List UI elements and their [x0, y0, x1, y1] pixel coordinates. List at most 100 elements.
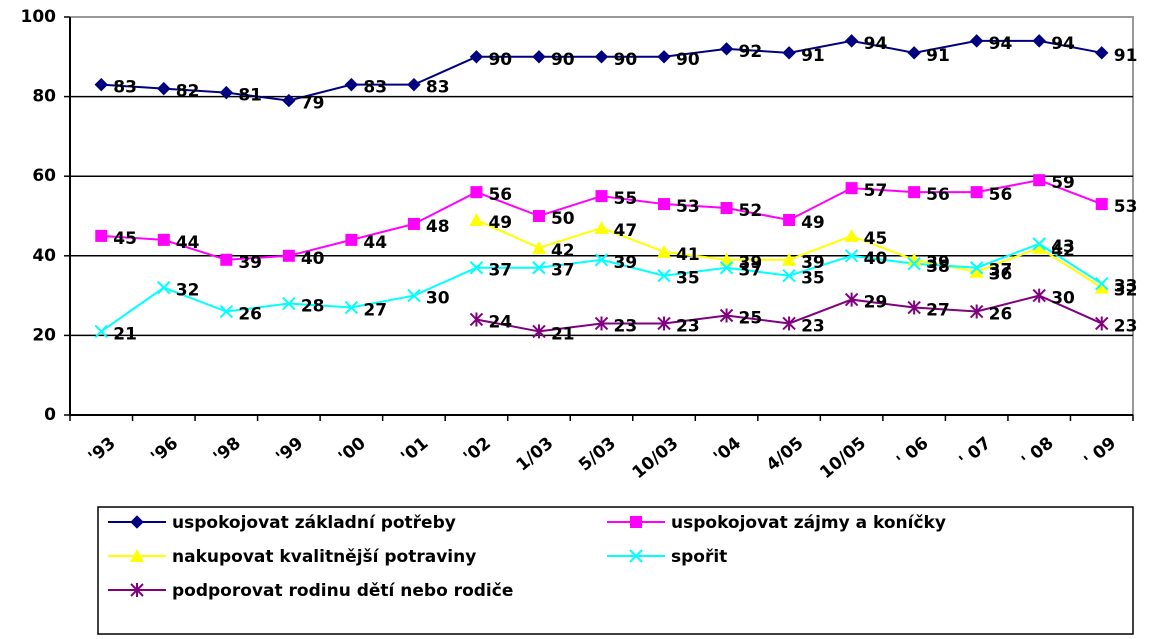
marker [719, 252, 734, 266]
marker [1095, 276, 1109, 291]
data-label: 40 [301, 249, 325, 269]
marker [469, 212, 484, 226]
data-label: 36 [989, 265, 1013, 285]
marker [1095, 46, 1109, 60]
data-label: 94 [1051, 34, 1075, 54]
marker [219, 85, 234, 100]
marker [970, 186, 983, 199]
data-label: 56 [989, 185, 1013, 205]
marker [219, 304, 234, 319]
x-tick-label: '99 [272, 433, 307, 467]
x-tick-label: '93 [85, 433, 120, 467]
marker [344, 77, 359, 92]
data-label: 91 [926, 46, 950, 66]
marker [907, 300, 921, 315]
data-label: 42 [551, 241, 575, 261]
data-label: 44 [363, 233, 387, 253]
marker [658, 198, 671, 211]
marker [469, 312, 484, 327]
marker [532, 261, 546, 275]
data-label: 39 [238, 253, 262, 273]
marker [407, 217, 420, 230]
data-label: 82 [176, 82, 200, 102]
data-label: 33 [1114, 277, 1138, 297]
data-label: 35 [676, 269, 700, 289]
x-tick-label: ' 09 [1081, 433, 1120, 471]
data-label: 29 [864, 293, 888, 313]
marker [845, 182, 858, 195]
data-label: 40 [864, 249, 888, 269]
x-tick-label: 10/03 [629, 433, 683, 483]
data-label: 57 [864, 181, 888, 201]
data-label: 79 [301, 94, 325, 114]
legend-box [97, 506, 1134, 635]
data-label: 23 [1114, 316, 1138, 336]
marker [630, 516, 642, 528]
data-label: 28 [301, 297, 325, 317]
data-label: 39 [926, 253, 950, 273]
data-label: 25 [739, 309, 763, 329]
data-label: 94 [989, 34, 1013, 54]
marker [844, 249, 859, 263]
data-label: 53 [1114, 197, 1138, 217]
data-label: 30 [426, 289, 450, 309]
marker [969, 261, 984, 275]
marker [130, 583, 144, 597]
marker [719, 261, 734, 275]
data-label: 26 [989, 305, 1013, 325]
data-label: 44 [176, 233, 200, 253]
x-tick-label: 1/03 [513, 433, 558, 475]
marker [469, 261, 484, 275]
data-label: 21 [551, 324, 575, 344]
data-label: 59 [1051, 173, 1075, 193]
marker [595, 190, 608, 203]
marker [629, 549, 643, 563]
data-label: 52 [739, 201, 763, 221]
x-tick-label: '96 [147, 433, 182, 467]
data-label: 90 [614, 50, 638, 70]
data-label: 23 [614, 316, 638, 336]
marker [594, 253, 609, 267]
marker [469, 50, 484, 64]
marker [130, 549, 144, 562]
y-tick-label: 60 [32, 166, 56, 186]
data-label: 32 [1114, 281, 1138, 301]
marker [908, 186, 921, 199]
marker [157, 280, 171, 295]
marker [719, 42, 734, 56]
data-label: 42 [1051, 241, 1075, 261]
marker [783, 213, 796, 226]
x-tick-label: '01 [397, 433, 432, 467]
marker [1032, 288, 1046, 303]
marker [844, 34, 859, 48]
data-label: 41 [676, 245, 700, 265]
data-label: 91 [1114, 46, 1138, 66]
marker [532, 210, 545, 222]
x-tick-label: '00 [335, 433, 370, 467]
y-tick-label: 80 [32, 87, 56, 107]
data-label: 45 [864, 229, 888, 249]
data-label: 94 [864, 34, 888, 54]
data-label: 39 [614, 253, 638, 273]
x-tick-label: ' 07 [956, 433, 995, 471]
data-label: 92 [739, 42, 763, 62]
marker [782, 46, 796, 60]
data-label: 83 [363, 78, 387, 98]
x-tick-label: ' 08 [1018, 433, 1057, 471]
x-tick-label: ' 06 [893, 433, 932, 471]
marker [532, 50, 546, 64]
marker [470, 186, 483, 199]
marker [782, 316, 796, 331]
data-label: 26 [238, 305, 262, 325]
data-label: 24 [488, 312, 512, 332]
marker [344, 300, 359, 315]
data-label: 23 [801, 316, 825, 336]
y-tick-label: 20 [32, 325, 56, 345]
marker [94, 77, 108, 92]
marker [282, 249, 295, 262]
data-label: 27 [363, 301, 387, 321]
marker [782, 252, 797, 266]
data-label: 83 [113, 78, 137, 98]
marker [969, 264, 984, 278]
